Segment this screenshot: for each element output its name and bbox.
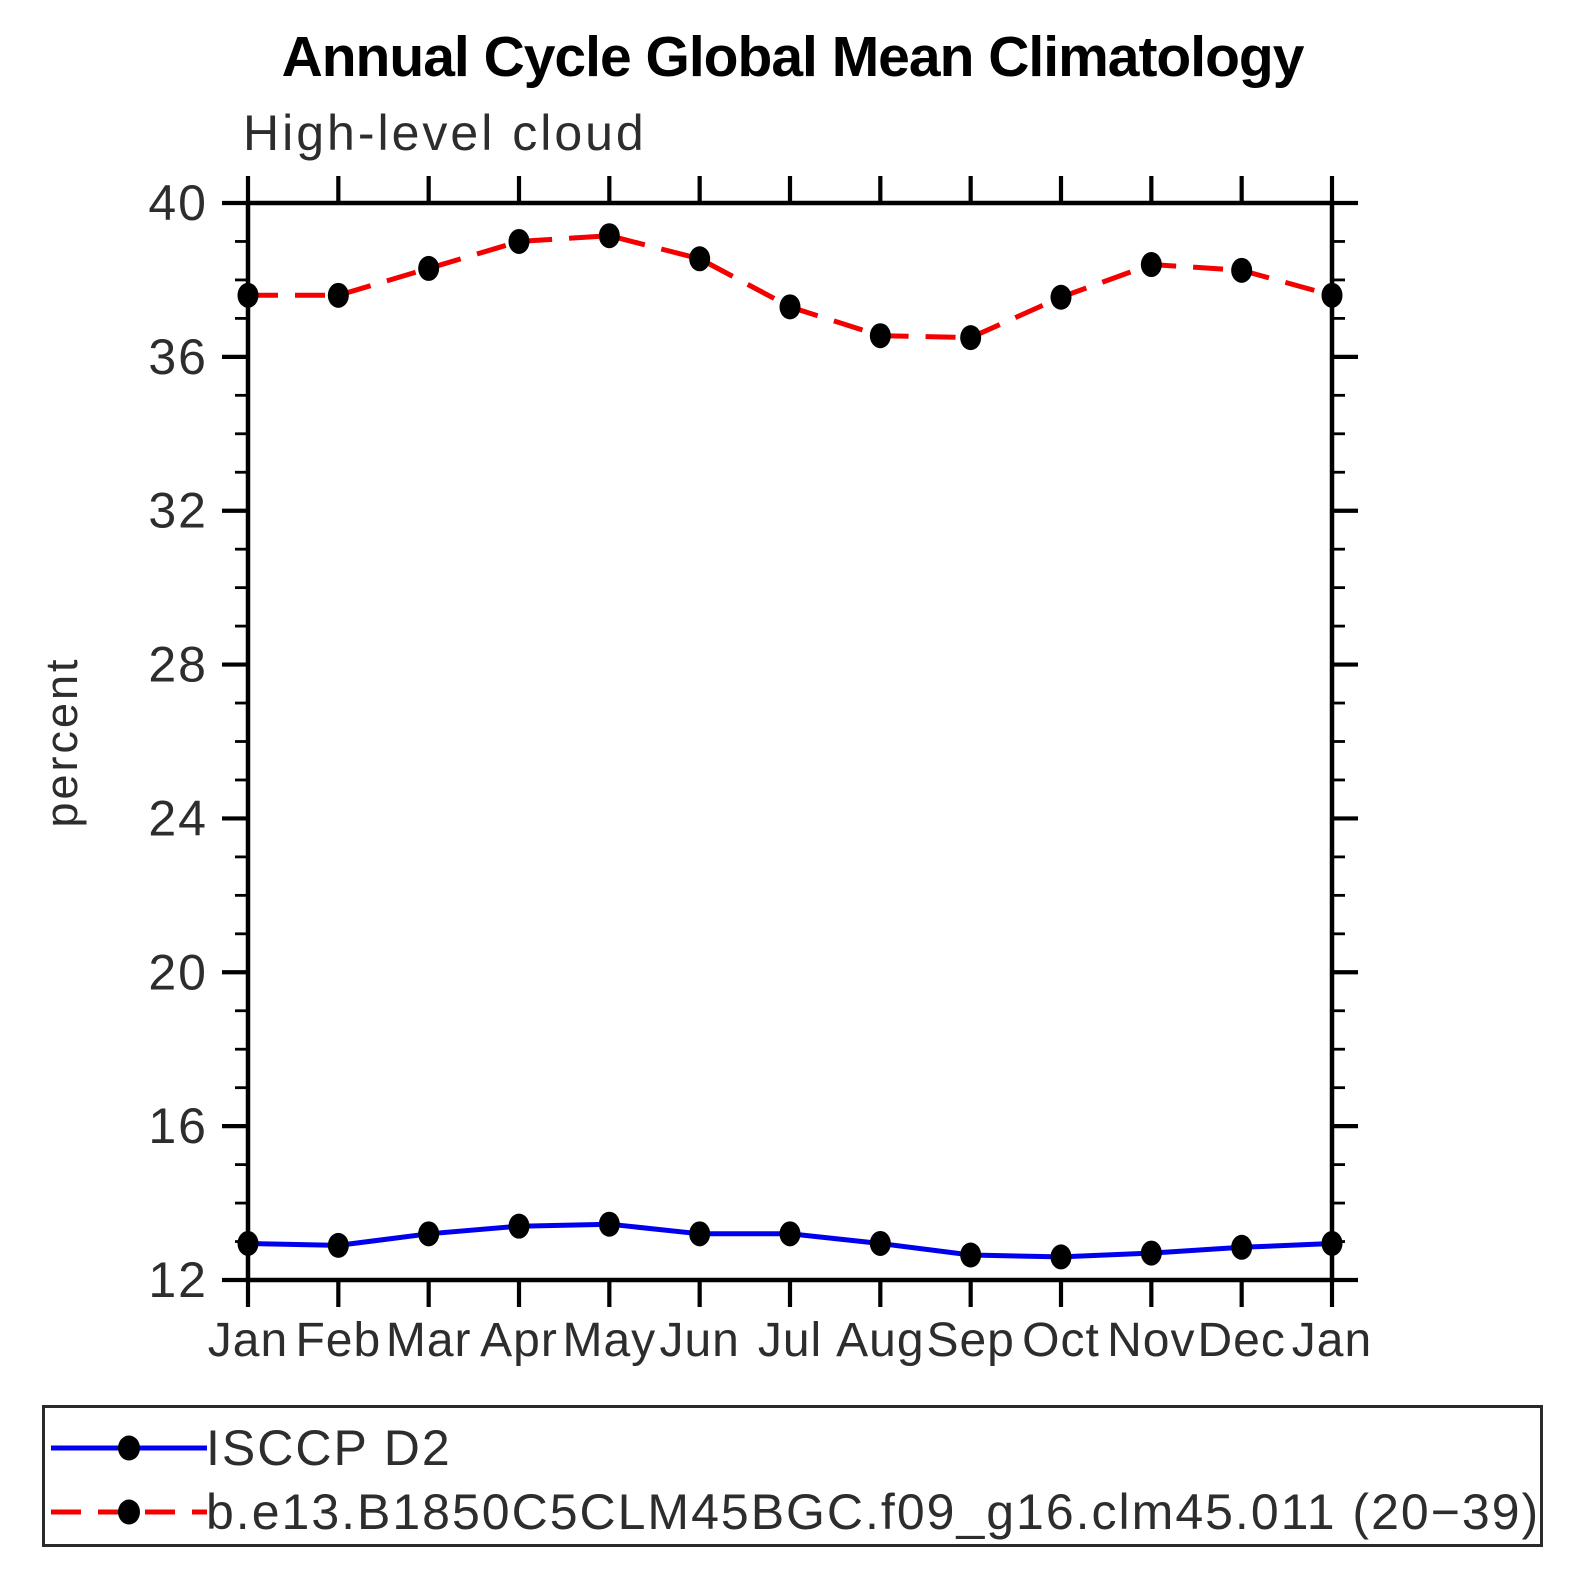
data-point-1 xyxy=(418,255,440,281)
x-tick-label: Jan xyxy=(1292,1314,1372,1367)
x-tick-label: Sep xyxy=(926,1314,1014,1367)
y-tick-label: 20 xyxy=(148,944,208,1000)
data-point-0 xyxy=(960,1242,982,1268)
x-tick-label: Jun xyxy=(659,1314,739,1367)
legend-marker-dot xyxy=(118,1499,140,1525)
data-point-1 xyxy=(1050,284,1072,310)
data-point-0 xyxy=(237,1230,259,1256)
chart-subtitle: High-level cloud xyxy=(243,105,647,161)
data-point-0 xyxy=(418,1221,440,1247)
y-tick-label: 12 xyxy=(148,1252,208,1308)
data-point-1 xyxy=(960,325,982,351)
x-tick-label: Jan xyxy=(208,1314,288,1367)
x-tick-label: Oct xyxy=(1022,1314,1100,1367)
data-point-1 xyxy=(689,246,711,272)
y-tick-label: 28 xyxy=(148,637,208,693)
y-tick-label: 16 xyxy=(148,1098,208,1154)
x-tick-label: Feb xyxy=(295,1314,381,1367)
x-tick-label: Aug xyxy=(836,1314,924,1367)
y-tick-label: 32 xyxy=(148,483,208,539)
data-point-0 xyxy=(327,1232,349,1258)
legend-row-model: b.e13.B1850C5CLM45BGC.f09_g16.clm45.011 … xyxy=(45,1480,1540,1544)
data-point-1 xyxy=(1140,252,1162,278)
plot-frame xyxy=(245,200,1335,1283)
y-tick-label: 24 xyxy=(148,790,208,846)
legend-row-isccp: ISCCP D2 xyxy=(45,1416,1540,1480)
legend-box: ISCCP D2 b.e13.B1850C5CLM45BGC.f09_g16.c… xyxy=(42,1405,1543,1547)
chart-title: Annual Cycle Global Mean Climatology xyxy=(281,25,1305,89)
data-point-1 xyxy=(508,228,530,254)
y-tick-label: 36 xyxy=(148,329,208,385)
data-point-0 xyxy=(1140,1240,1162,1266)
data-point-0 xyxy=(869,1230,891,1256)
data-point-1 xyxy=(1321,282,1343,308)
data-point-0 xyxy=(1231,1234,1253,1260)
x-tick-label: Apr xyxy=(480,1314,558,1367)
data-point-0 xyxy=(779,1221,801,1247)
legend-label: b.e13.B1850C5CLM45BGC.f09_g16.clm45.011 … xyxy=(206,1484,1541,1540)
data-point-1 xyxy=(237,282,259,308)
data-point-0 xyxy=(1050,1244,1072,1270)
data-point-1 xyxy=(327,282,349,308)
data-point-0 xyxy=(598,1211,620,1237)
x-tick-label: Nov xyxy=(1107,1314,1195,1367)
legend-line-dashed-sample xyxy=(51,1499,207,1525)
data-point-0 xyxy=(689,1221,711,1247)
data-point-0 xyxy=(508,1213,530,1239)
data-point-1 xyxy=(869,323,891,349)
x-tick-label: Mar xyxy=(386,1314,472,1367)
legend-line-solid-sample xyxy=(51,1435,207,1461)
legend-label: ISCCP D2 xyxy=(206,1420,452,1476)
x-tick-label: Jul xyxy=(758,1314,822,1367)
data-point-0 xyxy=(1321,1230,1343,1256)
x-tick-label: May xyxy=(562,1314,656,1367)
legend-marker-dot xyxy=(118,1435,140,1461)
y-tick-label: 40 xyxy=(148,175,208,231)
series-line-1 xyxy=(248,233,1333,341)
data-point-1 xyxy=(779,294,801,320)
data-point-1 xyxy=(598,223,620,249)
x-tick-label: Dec xyxy=(1197,1314,1285,1367)
data-point-1 xyxy=(1231,257,1253,283)
